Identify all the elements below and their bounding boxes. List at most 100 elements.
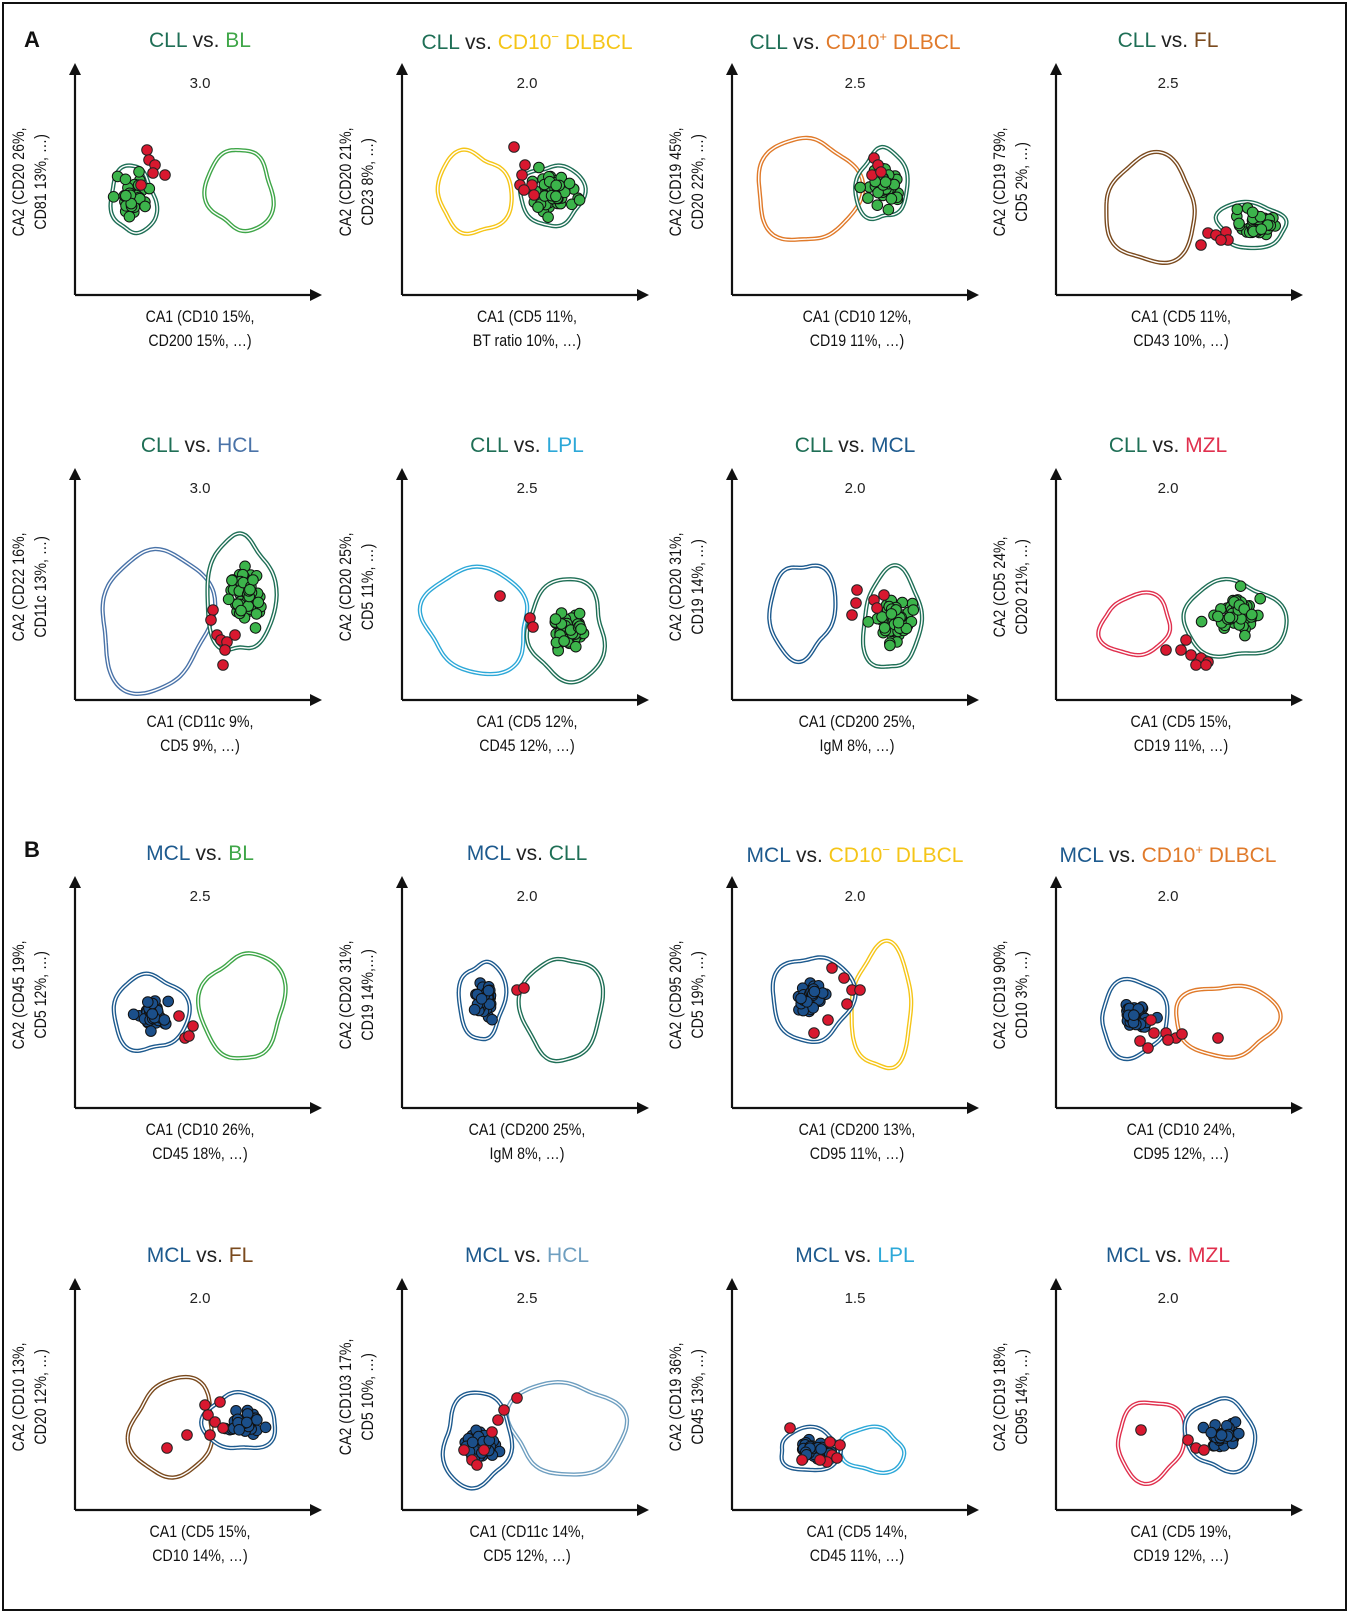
panel-label-b: B xyxy=(24,837,40,862)
misclassified-point xyxy=(831,1452,843,1464)
misclassified-point xyxy=(841,998,853,1010)
data-point xyxy=(119,173,132,186)
scatter-plot xyxy=(69,468,322,706)
x-axis-label-line: CD10 14%, …) xyxy=(152,1547,248,1565)
y-axis-arrow xyxy=(69,468,81,480)
misclassified-point xyxy=(824,1436,836,1448)
y-axis-label-line: CA2 (CD20 26%, xyxy=(10,127,28,237)
data-point xyxy=(233,1424,245,1436)
x-axis-label-line: CA1 (CD200 13%, xyxy=(798,1121,916,1139)
title-group-other: MZL xyxy=(1188,1244,1231,1267)
title-group-other: BL xyxy=(228,842,254,865)
y-axis-arrow xyxy=(1050,63,1062,75)
title-vs: vs. xyxy=(510,842,549,865)
y-axis-label: CA2 (CD20 31%, CD19 14%,…) xyxy=(335,922,379,1068)
x-axis-label-line: CA1 (CD10 12%, xyxy=(802,308,912,326)
data-point xyxy=(878,622,891,634)
data-point xyxy=(466,1436,479,1449)
panel-title: CLL vs. CD10− DLBCL xyxy=(367,29,687,55)
misclassified-point xyxy=(1176,1028,1188,1040)
misclassified-point xyxy=(471,1459,483,1471)
y-axis-arrow xyxy=(396,63,408,75)
x-axis-arrow xyxy=(967,289,979,301)
outline-inner-line xyxy=(850,940,912,1069)
data-point xyxy=(550,179,562,192)
y-axis-label: CA2 (CD10 13%, CD20 12%, …) xyxy=(8,1324,52,1470)
title-vs: vs. xyxy=(1149,1244,1189,1267)
misclassified-point xyxy=(202,1409,214,1421)
data-point xyxy=(862,192,874,204)
misclassified-point xyxy=(486,1426,498,1438)
x-axis-arrow xyxy=(637,694,649,706)
scatter-plot xyxy=(726,876,979,1114)
x-axis-arrow xyxy=(967,1102,979,1114)
x-axis-label: CA1 (CD200 13%, CD95 11%, …) xyxy=(771,1118,943,1166)
data-point xyxy=(1205,1426,1217,1439)
title-vs: vs. xyxy=(459,31,498,54)
misclassified-point xyxy=(199,1399,211,1411)
data-point xyxy=(244,583,256,596)
misclassified-point xyxy=(205,614,217,626)
y-axis-label-line: CD5 11%, …) xyxy=(359,543,377,631)
x-axis-label: CA1 (CD5 19%, CD19 12%, …) xyxy=(1095,1520,1267,1568)
x-axis-label: CA1 (CD10 26%, CD45 18%, …) xyxy=(114,1118,286,1166)
x-axis-arrow xyxy=(637,1504,649,1516)
outline-inner-line xyxy=(442,1391,513,1490)
misclassified-point xyxy=(204,1429,216,1441)
x-axis-arrow xyxy=(637,289,649,301)
data-point xyxy=(226,574,238,587)
data-point xyxy=(532,201,544,213)
data-point xyxy=(1239,629,1251,642)
y-axis-label-line: CD5 10%, …) xyxy=(359,1353,377,1441)
panel-title: CLL vs. LPL xyxy=(367,434,687,458)
scatter-panel: MCL vs. CD10+ DLBCL 2.0 CA1 (CD10 24%, CD95… xyxy=(981,838,1311,1218)
misclassified-point xyxy=(796,1454,808,1466)
data-point xyxy=(795,992,807,1005)
scatter-plot xyxy=(69,1278,322,1516)
x-axis-label-line: CD200 15%, …) xyxy=(148,332,252,350)
misclassified-point xyxy=(851,584,863,596)
y-axis-label: CA2 (CD19 79%, CD5 2%, …) xyxy=(989,109,1033,255)
title-group-other: LPL xyxy=(546,434,584,457)
y-axis-label-line: CD5 2%, …) xyxy=(1013,142,1031,222)
misclassified-point xyxy=(1145,1014,1157,1026)
data-point xyxy=(249,622,262,634)
misclassified-point xyxy=(1148,1027,1160,1039)
y-axis-label-line: CD20 12%, …) xyxy=(32,1349,50,1445)
misclassified-point xyxy=(141,144,153,156)
outline-inner-line xyxy=(101,548,216,695)
title-group-other: FL xyxy=(228,1244,254,1267)
y-axis-label: CA2 (CD20 31%, CD19 14%, …) xyxy=(665,514,709,660)
outline-inner-line xyxy=(519,164,587,227)
x-axis-arrow xyxy=(1291,694,1303,706)
separation-score: 3.0 xyxy=(189,480,211,497)
x-axis-label-line: CD19 12%, …) xyxy=(1133,1547,1229,1565)
y-axis-label-line: CD45 13%, …) xyxy=(689,1349,707,1445)
scatter-plot xyxy=(396,1278,649,1516)
data-point xyxy=(1246,608,1258,621)
data-point xyxy=(808,985,821,998)
x-axis-arrow xyxy=(967,1504,979,1516)
data-point xyxy=(570,640,582,653)
y-axis-label-line: CD81 13%, …) xyxy=(32,134,50,230)
misclassified-point xyxy=(854,984,866,996)
y-axis-label-line: CA2 (CD22 16%, xyxy=(10,532,28,642)
misclassified-point xyxy=(187,1020,199,1032)
data-point xyxy=(251,1414,263,1426)
data-point xyxy=(241,1416,253,1429)
y-axis-label: CA2 (CD95 20%, CD5 19%, …) xyxy=(665,922,709,1068)
y-axis-label: CA2 (CD19 18%, CD95 14%, …) xyxy=(989,1324,1033,1470)
title-group-other: CD10+ DLBCL xyxy=(1141,842,1277,867)
misclassified-point xyxy=(173,1010,185,1022)
data-point xyxy=(882,203,895,216)
y-axis-arrow xyxy=(69,63,81,75)
y-axis-label-line: CA2 (CD19 36%, xyxy=(667,1342,685,1452)
title-group-other: MCL xyxy=(870,434,916,457)
y-axis-label-line: CA2 (CD19 18%, xyxy=(991,1342,1009,1452)
x-axis-label: CA1 (CD5 15%, CD19 11%, …) xyxy=(1095,710,1267,758)
y-axis-arrow xyxy=(726,63,738,75)
separation-score: 2.5 xyxy=(844,75,866,92)
x-axis-label-line: CA1 (CD11c 9%, xyxy=(146,713,254,731)
misclassified-point xyxy=(229,629,241,641)
y-axis-label-line: CD5 19%, …) xyxy=(689,951,707,1039)
